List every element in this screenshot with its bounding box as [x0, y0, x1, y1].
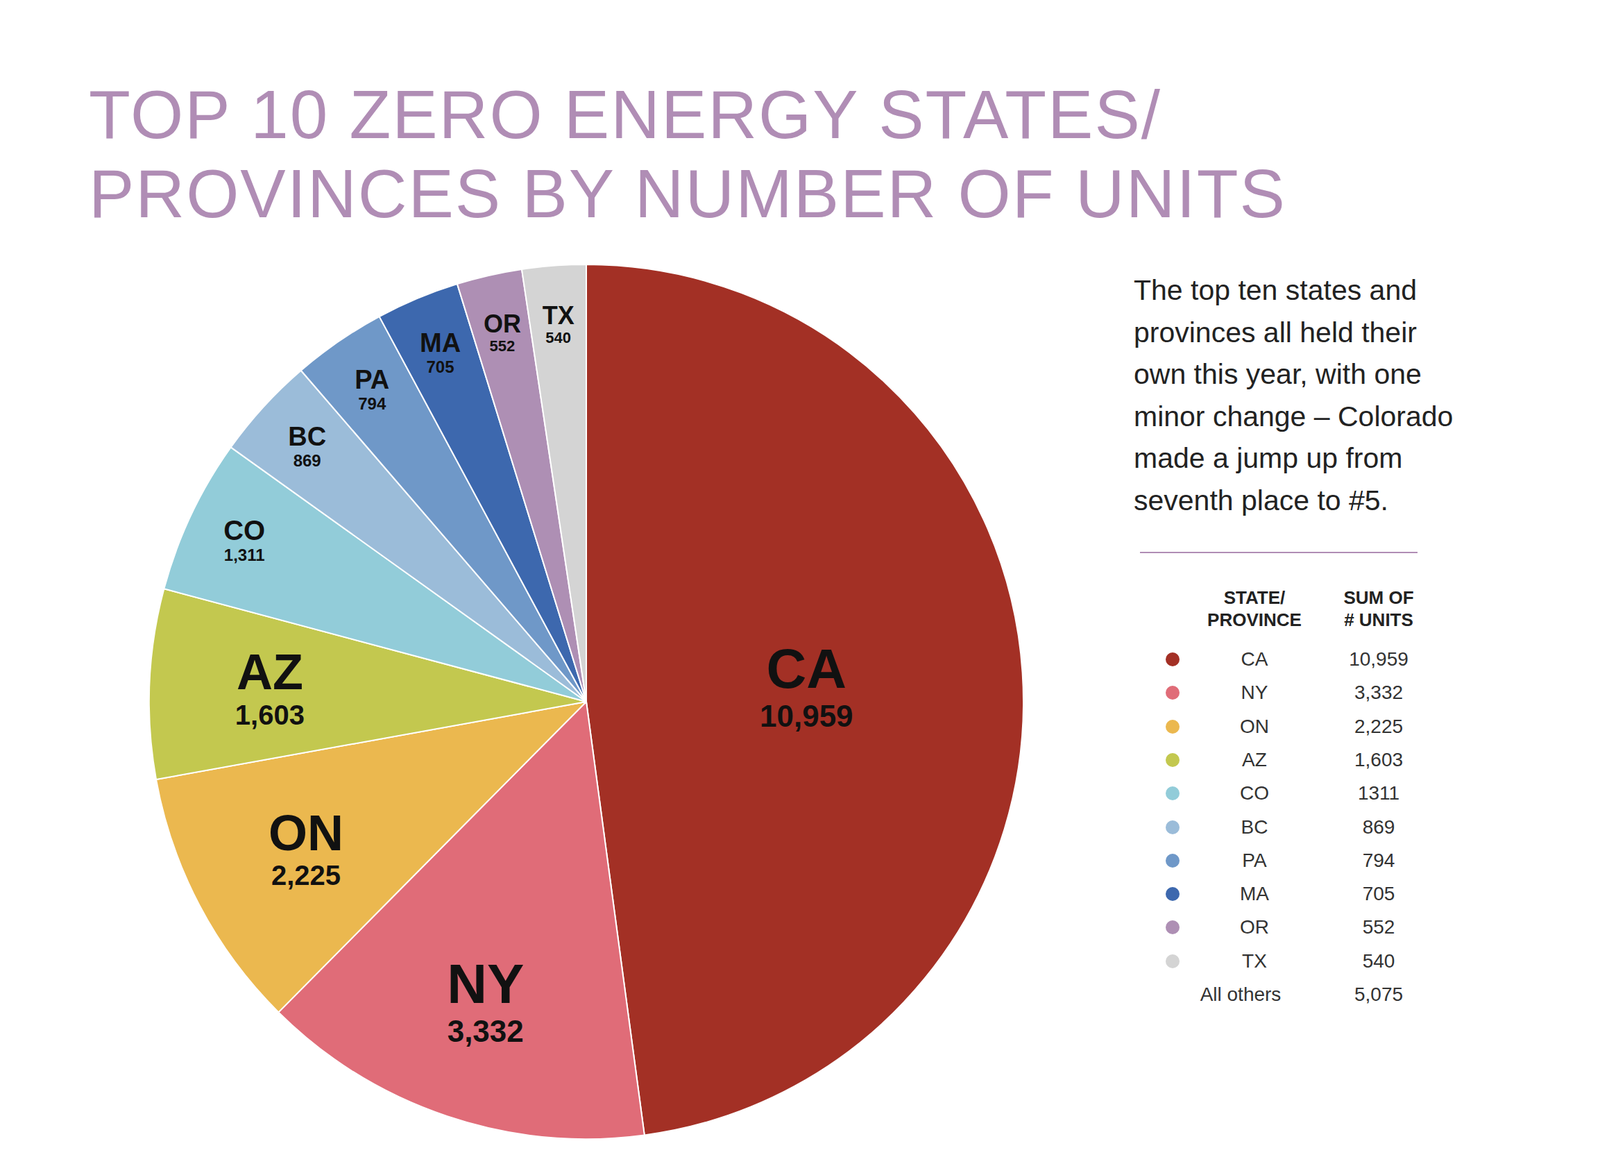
html-text:AZ: AZ [1242, 748, 1267, 771]
svg-text:3,332: 3,332 [447, 1013, 524, 1048]
svg-text:2,225: 2,225 [271, 859, 341, 891]
html-text:All others: All others [1200, 983, 1282, 1005]
html-text:1,603: 1,603 [1354, 748, 1403, 771]
html-text:MA: MA [1239, 882, 1270, 905]
svg-text:540: 540 [545, 328, 572, 347]
html-text:TOP 10 ZERO ENERGY STATES/ PRO: TOP 10 ZERO ENERGY STATES/ PROVINCES BY … [88, 76, 1287, 232]
html-text:SUM OF # UNITS: SUM OF # UNITS [1343, 586, 1414, 631]
html-text:CO: CO [1239, 782, 1270, 804]
html-text:NY: NY [1240, 681, 1268, 704]
svg-text:CO: CO [223, 514, 266, 546]
html-text:10,959: 10,959 [1348, 648, 1409, 670]
svg-text:705: 705 [426, 357, 454, 377]
html-text:1311: 1311 [1357, 782, 1400, 804]
html-text:794: 794 [1362, 849, 1395, 871]
svg-text:10,959: 10,959 [759, 698, 854, 733]
html-text:PA: PA [1242, 849, 1267, 871]
html-text:5,075: 5,075 [1354, 983, 1403, 1005]
html-text:2,225: 2,225 [1354, 715, 1403, 737]
svg-text:AZ: AZ [236, 643, 304, 700]
html-text:The top ten states and provinc: The top ten states and provinces all hel… [1133, 274, 1454, 516]
svg-text:ON: ON [268, 804, 344, 861]
html-text:540: 540 [1362, 949, 1395, 972]
svg-text:552: 552 [489, 337, 516, 355]
svg-text:NY: NY [446, 952, 524, 1015]
html-text:3,332: 3,332 [1354, 681, 1403, 704]
html-text:CA: CA [1240, 648, 1268, 670]
svg-text:TX: TX [542, 301, 575, 330]
html-text:TX: TX [1242, 949, 1267, 972]
html-text:STATE/ PROVINCE: STATE/ PROVINCE [1207, 586, 1302, 631]
html-text:552: 552 [1362, 916, 1395, 938]
svg-text:MA: MA [419, 328, 461, 358]
html-text:869: 869 [1362, 815, 1395, 838]
svg-text:869: 869 [293, 450, 322, 470]
svg-text:BC: BC [287, 421, 327, 451]
html-text:ON: ON [1239, 715, 1270, 737]
svg-text:794: 794 [358, 394, 387, 413]
svg-text:1,311: 1,311 [224, 545, 266, 565]
svg-text:1,603: 1,603 [235, 699, 305, 730]
svg-text:OR: OR [483, 309, 522, 338]
html-text:BC: BC [1240, 815, 1268, 838]
svg-text:PA: PA [354, 364, 390, 395]
html-text:OR: OR [1239, 916, 1270, 938]
svg-text:CA: CA [766, 637, 848, 700]
html-text:705: 705 [1362, 882, 1395, 905]
